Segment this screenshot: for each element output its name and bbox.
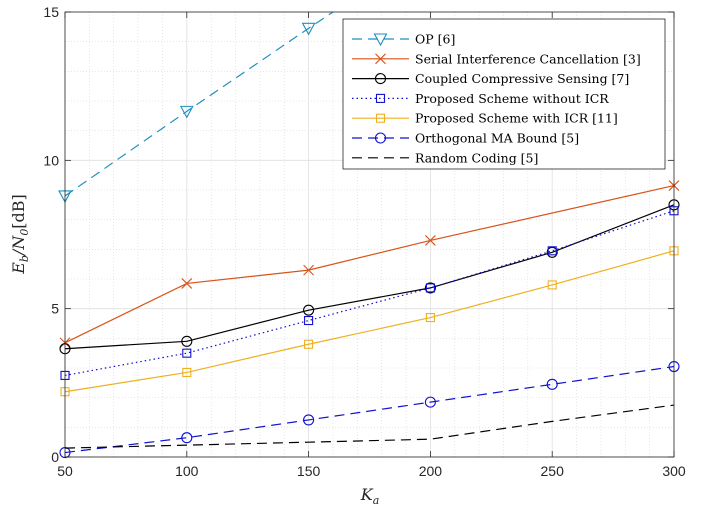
data-point — [301, 22, 316, 36]
legend-marker — [374, 73, 387, 85]
legend-entry: Proposed Scheme with ICR [11] — [352, 111, 618, 126]
data-point — [181, 278, 193, 289]
legend-label: Orthogonal MA Bound [5] — [415, 131, 579, 146]
series-5 — [60, 246, 679, 397]
legend-label: OP [6] — [415, 32, 455, 47]
legend: OP [6] Serial Interference Cancellation [… — [342, 18, 666, 170]
legend-label: Coupled Compressive Sensing [7] — [415, 71, 629, 86]
series-line — [64, 404, 675, 449]
legend-entry: OP [6] — [352, 32, 455, 47]
data-point — [181, 432, 193, 444]
data-point — [303, 304, 315, 316]
data-point — [304, 315, 314, 326]
data-point — [546, 378, 558, 390]
data-point — [303, 264, 314, 276]
x-tick-label: 100 — [175, 463, 199, 479]
series-line — [64, 11, 334, 197]
legend-label: Proposed Scheme without ICR — [415, 91, 609, 106]
x-tick-label: 250 — [541, 463, 565, 479]
x-tick-label: 300 — [662, 463, 686, 479]
legend-marker — [375, 113, 386, 123]
x-tick-label: 150 — [297, 463, 321, 479]
x-axis-label: Ka — [360, 485, 380, 507]
data-point — [182, 348, 192, 358]
data-point — [424, 282, 436, 294]
series-line — [64, 250, 675, 393]
data-point — [304, 339, 314, 349]
series-line — [64, 365, 675, 454]
legend-entry: Proposed Scheme without ICR — [352, 91, 609, 106]
series-7 — [64, 404, 675, 449]
data-point — [424, 396, 436, 408]
data-point — [425, 313, 435, 323]
legend-entry: Orthogonal MA Bound [5] — [352, 131, 579, 146]
legend-box — [342, 18, 666, 170]
data-point — [303, 414, 315, 426]
legend-entry: Random Coding [5] — [352, 150, 538, 165]
legend-marker — [375, 93, 386, 103]
legend-marker — [375, 53, 386, 65]
y-tick-label: 5 — [51, 301, 59, 317]
data-point — [547, 280, 557, 290]
legend-label: Proposed Scheme with ICR [11] — [415, 111, 618, 126]
y-tick-label: 15 — [43, 4, 59, 20]
y-axis-label: Eb/N0[dB] — [9, 194, 31, 275]
legend-entry: Serial Interference Cancellation [3] — [352, 51, 641, 66]
data-point — [179, 105, 194, 119]
legend-entry: Coupled Compressive Sensing [7] — [352, 71, 629, 86]
legend-marker — [374, 132, 387, 144]
x-tick-label: 200 — [419, 463, 443, 479]
data-point — [181, 335, 193, 347]
legend-marker — [373, 33, 388, 47]
series-layer — [58, 11, 680, 459]
data-point — [182, 367, 192, 378]
data-point — [425, 283, 435, 293]
data-point — [547, 246, 557, 256]
axis-ticks: 50 100 150 200 250 300 0 5 10 15 — [43, 4, 685, 479]
y-tick-label: 10 — [43, 152, 59, 168]
legend-label: Random Coding [5] — [415, 150, 538, 165]
x-tick-label: 50 — [57, 463, 73, 479]
y-tick-label: 0 — [51, 449, 59, 465]
series-line — [64, 204, 675, 350]
plot-frame — [64, 11, 675, 458]
data-point — [425, 235, 436, 246]
legend-label: Serial Interference Cancellation [3] — [415, 51, 641, 66]
